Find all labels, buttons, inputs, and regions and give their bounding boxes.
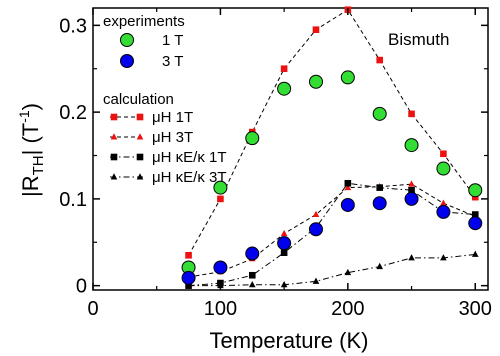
- series-0-point: [213, 180, 228, 195]
- legend-label-5: μH κE/κ 3T: [152, 169, 227, 186]
- series-5-point: [312, 277, 320, 284]
- x-tick-label: 300: [459, 298, 492, 320]
- series-1-point: [468, 216, 483, 231]
- series-4-point: [408, 186, 415, 194]
- legend-label-2: μH 1T: [152, 109, 193, 126]
- axes: 0 100 200 300 0 0.1 0.2 0.3: [59, 8, 492, 320]
- series-4-point: [344, 179, 352, 187]
- series-1-point: [340, 197, 355, 212]
- legend-label-1: 3 T: [162, 53, 183, 70]
- bismuth-annotation: Bismuth: [388, 30, 449, 49]
- legend-marker: [136, 113, 144, 121]
- series-markers: [181, 6, 483, 289]
- series-2-point: [185, 251, 192, 259]
- series-2-point: [217, 195, 224, 203]
- series-2-line: [188, 9, 476, 256]
- series-0-point: [340, 70, 355, 85]
- series-5-point: [344, 268, 352, 276]
- series-0-point: [277, 81, 292, 96]
- legend-label-0: 1 T: [162, 32, 183, 49]
- series-1-point: [404, 191, 419, 206]
- y-axis-title: |RTH| (T-1): [16, 103, 47, 197]
- plot-area: [92, 7, 489, 291]
- svg-text:|RTH| (T-1): |RTH| (T-1): [16, 103, 47, 197]
- series-4-point: [280, 249, 288, 256]
- series-4-point: [376, 184, 383, 191]
- series-4-point: [471, 211, 479, 218]
- series-5-point: [408, 254, 415, 261]
- series-5-point: [280, 281, 288, 288]
- series-2-point: [408, 110, 415, 118]
- plot-frame: [92, 7, 489, 291]
- x-tick-label: 200: [331, 298, 364, 320]
- y-tick-label: 0.1: [59, 189, 87, 211]
- series-3-line: [188, 183, 476, 278]
- legend-marker: [136, 173, 144, 180]
- series-5-point: [185, 281, 192, 289]
- series-3-point: [344, 183, 352, 191]
- legend-experiments-heading: experiments: [103, 13, 185, 30]
- legend-marker: [110, 133, 118, 140]
- series-3-point: [280, 229, 288, 237]
- series-3-point: [440, 199, 447, 206]
- series-1-point: [245, 246, 260, 261]
- series-5-line: [188, 253, 476, 287]
- series-0-point: [245, 131, 260, 146]
- legend-marker: [120, 54, 134, 68]
- series-1-point: [436, 204, 451, 219]
- legend-marker: [136, 133, 144, 140]
- series-5-point: [376, 262, 383, 270]
- legend-label-4: μH κE/κ 1T: [152, 149, 227, 166]
- series-3-point: [408, 180, 415, 187]
- legend-marker: [120, 33, 134, 47]
- legend-calculation-heading: calculation: [103, 91, 174, 108]
- series-lines: [188, 9, 476, 287]
- y-tick-label: 0.2: [59, 102, 87, 124]
- y-tick-label: 0: [76, 276, 87, 298]
- series-2-point: [440, 150, 447, 158]
- series-0-point: [372, 106, 387, 121]
- series-2-point: [312, 26, 320, 33]
- series-2-point: [280, 65, 288, 73]
- series-0-point: [436, 161, 451, 176]
- x-tick-label: 0: [87, 298, 98, 320]
- series-1-point: [277, 236, 292, 251]
- legend-marker: [136, 153, 144, 161]
- series-3-point: [312, 210, 320, 218]
- series-5-point: [471, 250, 479, 257]
- series-5-point: [440, 254, 447, 261]
- series-1-point: [181, 270, 196, 285]
- series-4-line: [188, 182, 476, 287]
- series-4-point: [248, 271, 256, 279]
- legend-label-3: μH 3T: [152, 129, 193, 146]
- series-2-point: [376, 56, 383, 64]
- series-0-point: [468, 183, 483, 198]
- legend: experiments calculation 1 T 3 T μH 1T μH 3T μH…: [103, 13, 227, 186]
- series-1-point: [213, 260, 228, 275]
- series-1-point: [372, 196, 387, 211]
- series-5-point: [248, 281, 256, 288]
- series-0-point: [308, 74, 323, 89]
- legend-marker: [110, 153, 118, 161]
- series-1-point: [308, 222, 323, 237]
- x-tick-label: 100: [204, 298, 237, 320]
- x-axis-title: Temperature (K): [210, 328, 369, 353]
- legend-marker: [110, 173, 118, 180]
- series-0-point: [404, 138, 419, 153]
- y-tick-label: 0.3: [59, 15, 87, 37]
- legend-marker: [110, 113, 118, 121]
